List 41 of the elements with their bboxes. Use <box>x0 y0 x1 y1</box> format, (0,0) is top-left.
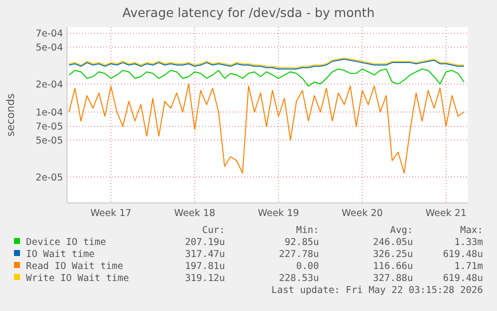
text: 1.71m <box>454 261 484 272</box>
legend-label: Device IO time <box>26 237 106 248</box>
text: 317.47u <box>184 249 225 260</box>
legend-label: Write IO Wait time <box>26 273 130 284</box>
x-tick-label: Week 19 <box>258 208 300 219</box>
text: 227.78u <box>278 249 319 260</box>
legend-label: IO Wait time <box>26 249 95 260</box>
text: Min: <box>296 225 319 236</box>
text: 327.88u <box>372 273 413 284</box>
text: Avg: <box>390 225 413 236</box>
text: 92.85u <box>284 237 319 248</box>
y-tick-label: 1e-04 <box>36 107 63 118</box>
text: 619.48u <box>442 273 483 284</box>
text: Cur: <box>202 225 225 236</box>
y-tick-label: 2e-04 <box>36 79 63 90</box>
x-tick-label: Week 17 <box>90 208 132 219</box>
text: 116.66u <box>372 261 413 272</box>
y-axis-title: seconds <box>5 94 17 136</box>
text: 1.33m <box>454 237 484 248</box>
y-tick-label: 5e-05 <box>36 135 63 146</box>
text: 197.81u <box>184 261 225 272</box>
text: 207.19u <box>184 237 225 248</box>
text: 319.12u <box>184 273 225 284</box>
x-tick-label: Week 20 <box>342 208 383 219</box>
y-tick-label: 7e-05 <box>36 122 63 133</box>
x-tick-label: Week 21 <box>425 208 467 219</box>
line-series <box>68 68 464 87</box>
text: 228.53u <box>278 273 319 284</box>
text: 0.00 <box>296 261 320 272</box>
text: 619.48u <box>442 249 483 260</box>
text: Max: <box>460 225 483 236</box>
text: Last update: Fri May 22 03:15:28 2026 <box>271 285 484 296</box>
line-series <box>68 83 464 174</box>
text: 326.25u <box>372 249 413 260</box>
text: 246.05u <box>372 237 413 248</box>
chart-title: Average latency for /dev/sda - by month <box>122 5 375 20</box>
y-tick-label: 5e-04 <box>36 42 63 54</box>
x-tick-label: Week 18 <box>174 208 216 219</box>
legend-label: Read IO Wait time <box>26 261 124 272</box>
y-tick-label: 2e-05 <box>36 172 63 184</box>
y-tick-label: 7e-04 <box>36 28 63 40</box>
